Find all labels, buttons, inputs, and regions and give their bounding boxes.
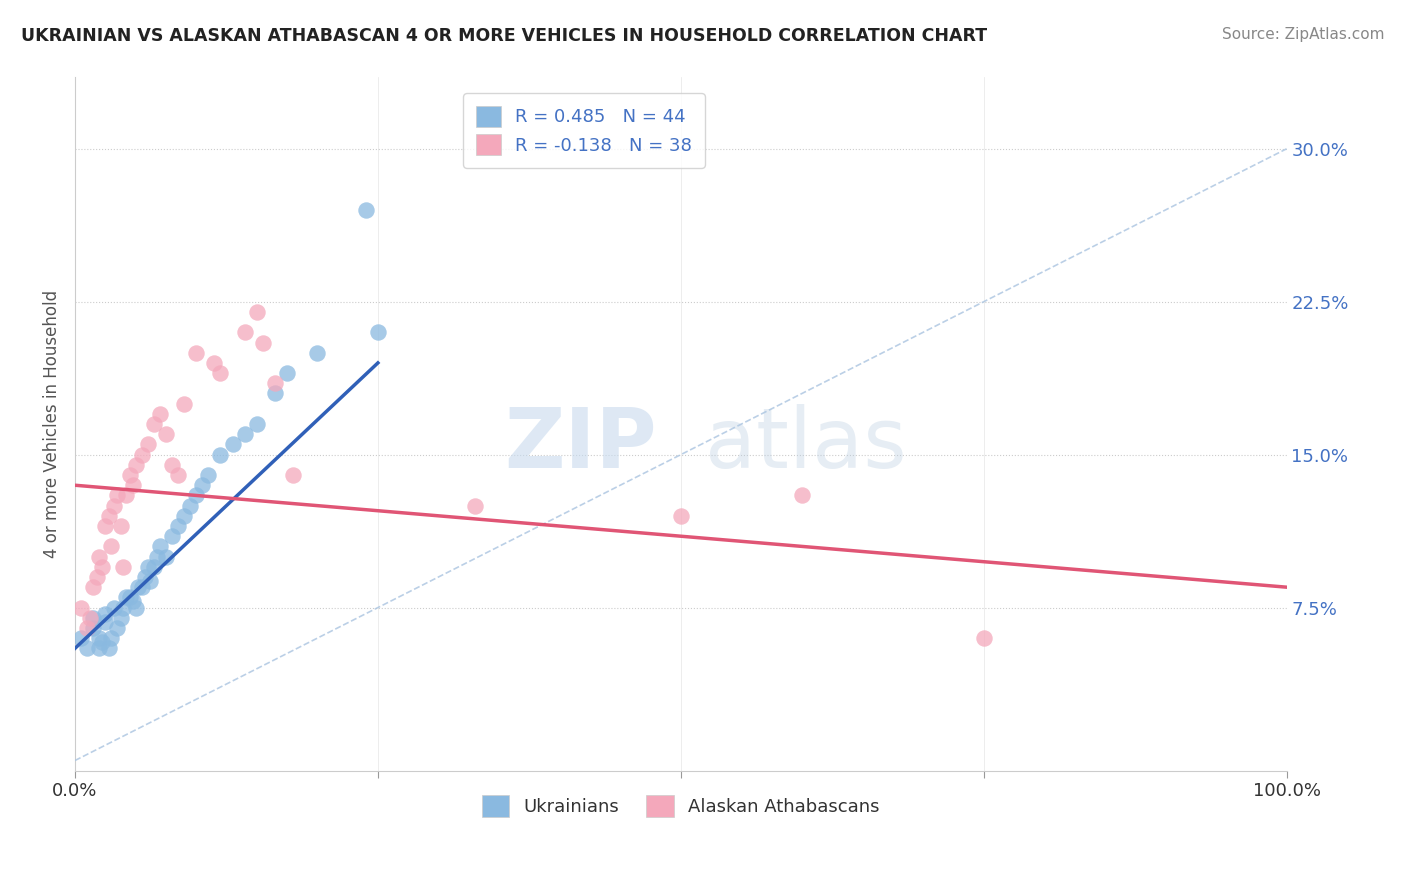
Point — [70, 600, 93, 615]
Point — [160, 529, 183, 543]
Point — [139, 574, 162, 588]
Point — [127, 580, 149, 594]
Point — [197, 468, 219, 483]
Point — [124, 458, 146, 472]
Point — [149, 407, 172, 421]
Point — [209, 448, 232, 462]
Point — [110, 611, 132, 625]
Point — [115, 488, 138, 502]
Point — [90, 635, 112, 649]
Point — [112, 559, 135, 574]
Point — [202, 356, 225, 370]
Point — [155, 427, 177, 442]
Point — [94, 607, 117, 621]
Point — [246, 417, 269, 431]
Point — [107, 621, 129, 635]
Point — [110, 519, 132, 533]
Point — [103, 499, 125, 513]
Point — [82, 580, 104, 594]
Point — [89, 549, 111, 564]
Point — [149, 540, 172, 554]
Point — [89, 641, 111, 656]
Point — [76, 641, 98, 656]
Point — [118, 591, 141, 605]
Point — [233, 427, 256, 442]
Point — [307, 345, 329, 359]
Point — [367, 326, 389, 340]
Point — [131, 448, 153, 462]
Point — [142, 559, 165, 574]
Point — [89, 631, 111, 645]
Point — [186, 345, 208, 359]
Point — [90, 559, 112, 574]
Point — [464, 499, 486, 513]
Point — [97, 508, 120, 523]
Point — [70, 631, 93, 645]
Text: Source: ZipAtlas.com: Source: ZipAtlas.com — [1222, 27, 1385, 42]
Point — [186, 488, 208, 502]
Point — [79, 611, 101, 625]
Point — [97, 641, 120, 656]
Y-axis label: 4 or more Vehicles in Household: 4 or more Vehicles in Household — [44, 290, 60, 558]
Point — [264, 376, 287, 391]
Point — [122, 594, 145, 608]
Point — [973, 631, 995, 645]
Point — [252, 335, 274, 350]
Point — [112, 600, 135, 615]
Point — [233, 326, 256, 340]
Point — [82, 611, 104, 625]
Point — [146, 549, 169, 564]
Point — [790, 488, 813, 502]
Point — [167, 468, 190, 483]
Point — [136, 437, 159, 451]
Point — [86, 570, 108, 584]
Point — [209, 366, 232, 380]
Point — [669, 508, 692, 523]
Point — [82, 621, 104, 635]
Point — [179, 499, 201, 513]
Point — [167, 519, 190, 533]
Point — [94, 615, 117, 629]
Legend: Ukrainians, Alaskan Athabascans: Ukrainians, Alaskan Athabascans — [475, 788, 887, 824]
Text: ZIP: ZIP — [505, 404, 657, 485]
Point — [264, 386, 287, 401]
Point — [76, 621, 98, 635]
Point — [100, 540, 122, 554]
Point — [94, 519, 117, 533]
Point — [103, 600, 125, 615]
Point — [160, 458, 183, 472]
Point — [100, 631, 122, 645]
Point — [155, 549, 177, 564]
Point — [107, 488, 129, 502]
Point — [142, 417, 165, 431]
Point — [124, 600, 146, 615]
Point — [134, 570, 156, 584]
Point — [191, 478, 214, 492]
Text: UKRAINIAN VS ALASKAN ATHABASCAN 4 OR MORE VEHICLES IN HOUSEHOLD CORRELATION CHAR: UKRAINIAN VS ALASKAN ATHABASCAN 4 OR MOR… — [21, 27, 987, 45]
Point — [246, 305, 269, 319]
Point — [115, 591, 138, 605]
Text: atlas: atlas — [704, 404, 907, 485]
Point — [122, 478, 145, 492]
Point — [173, 397, 195, 411]
Point — [118, 468, 141, 483]
Point — [354, 202, 377, 217]
Point — [276, 366, 298, 380]
Point — [281, 468, 304, 483]
Point — [221, 437, 243, 451]
Point — [131, 580, 153, 594]
Point — [173, 508, 195, 523]
Point — [136, 559, 159, 574]
